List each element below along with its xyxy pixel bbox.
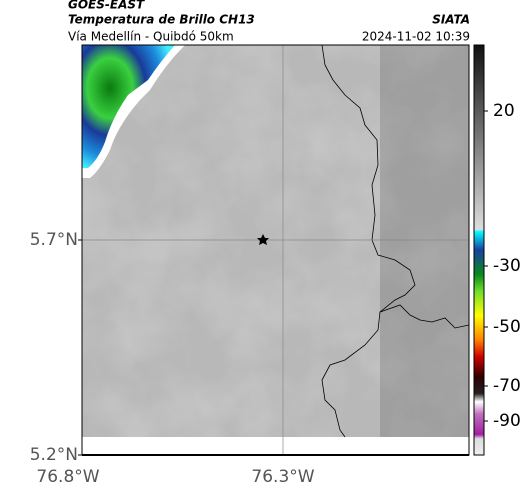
lon-label: 76.3°W: [251, 467, 314, 487]
datetime: 2024-11-02 10:39: [362, 30, 470, 44]
location-marker: [257, 234, 269, 245]
lat-label: 5.7°N: [30, 230, 78, 250]
product: GOES-EAST: [68, 0, 145, 12]
source: SIATA: [432, 13, 470, 27]
title: Temperatura de Brillo CH13: [68, 13, 255, 27]
satellite-image: [82, 45, 469, 437]
lat-label: 5.2°N: [30, 445, 78, 465]
subtitle: Vía Medellín - Quibdó 50km: [68, 30, 234, 44]
axis-labels: 5.7°N 5.2°N76.8°W 76.3°W 20 -30 -50 -70 -90: [30, 101, 521, 487]
borders: [321, 44, 470, 438]
colorbar-label: -30: [493, 256, 521, 276]
colorbar-label: -70: [493, 376, 521, 396]
colorbar-label: -90: [493, 411, 521, 431]
graticule: [82, 45, 469, 455]
lon-label: 76.8°W: [36, 467, 99, 487]
colorbar: [473, 44, 485, 456]
colorbar-label: -50: [493, 317, 521, 337]
colorbar-label: 20: [493, 101, 515, 121]
